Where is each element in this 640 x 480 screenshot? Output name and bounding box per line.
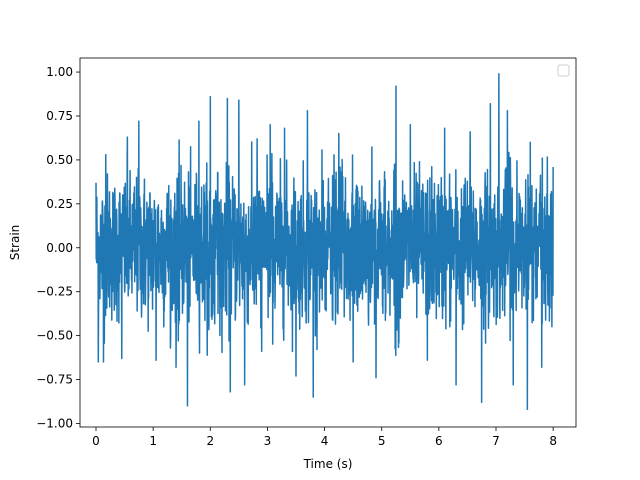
x-tick-label: 1 bbox=[149, 434, 157, 448]
x-tick-label: 8 bbox=[549, 434, 557, 448]
y-tick-label: −0.25 bbox=[36, 285, 73, 299]
x-tick-label: 6 bbox=[435, 434, 443, 448]
y-tick-label: −0.50 bbox=[36, 329, 73, 343]
x-axis-label: Time (s) bbox=[303, 457, 353, 471]
x-tick-label: 2 bbox=[206, 434, 214, 448]
y-tick-label: 0.75 bbox=[46, 109, 73, 123]
legend-box bbox=[557, 64, 570, 77]
y-tick-label: 0.50 bbox=[46, 153, 73, 167]
y-tick-label: 1.00 bbox=[46, 65, 73, 79]
x-tick-label: 4 bbox=[321, 434, 329, 448]
plot-area-frame bbox=[79, 57, 577, 428]
x-tick-label: 0 bbox=[92, 434, 100, 448]
y-tick-label: −1.00 bbox=[36, 416, 73, 430]
y-tick-label: −0.75 bbox=[36, 373, 73, 387]
series-layer bbox=[95, 73, 554, 411]
y-axis: −1.00 −0.75 −0.50 −0.25 0.00 0.25 0.50 0.75 1.00 bbox=[36, 65, 80, 430]
y-axis-label: Strain bbox=[8, 225, 22, 261]
x-tick-label: 7 bbox=[492, 434, 500, 448]
strain-series-line bbox=[95, 73, 554, 411]
x-tick-label: 3 bbox=[264, 434, 272, 448]
x-tick-label: 5 bbox=[378, 434, 386, 448]
y-tick-label: 0.00 bbox=[46, 241, 73, 255]
y-tick-label: 0.25 bbox=[46, 197, 73, 211]
x-axis: 0 1 2 3 4 5 6 7 8 bbox=[92, 427, 557, 448]
